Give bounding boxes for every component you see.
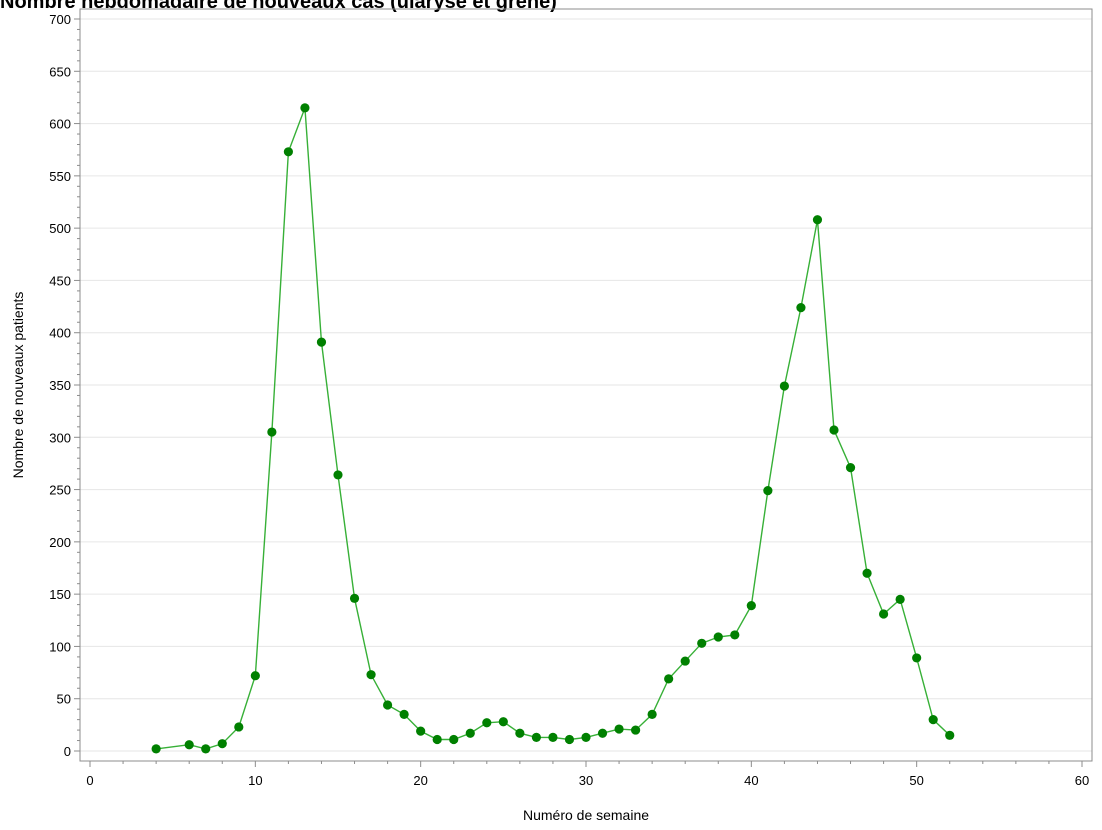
x-axis-label: Numéro de semaine [523, 807, 649, 823]
data-point [879, 609, 889, 619]
data-point [217, 739, 227, 749]
data-point [614, 724, 624, 734]
data-point [730, 630, 740, 640]
data-point [482, 718, 492, 728]
data-point [349, 593, 360, 603]
data-point [564, 734, 575, 745]
data-point [234, 722, 244, 732]
y-tick-label: 300 [49, 430, 71, 445]
data-point [383, 700, 393, 710]
data-point [366, 670, 376, 680]
y-axis-label: Nombre de nouveaux patients [10, 292, 26, 479]
y-tick-label: 550 [49, 169, 71, 184]
data-point [399, 709, 409, 720]
x-tick-label: 40 [744, 773, 758, 788]
data-point [928, 715, 938, 725]
y-tick-label: 150 [49, 587, 71, 602]
data-point [779, 381, 790, 391]
y-tick-label: 400 [49, 326, 71, 341]
data-point [796, 303, 806, 313]
data-point [515, 728, 525, 738]
y-tick-label: 50 [57, 692, 71, 707]
y-tick-label: 200 [49, 535, 71, 550]
x-tick-label: 50 [909, 773, 923, 788]
data-point [713, 632, 723, 642]
y-tick-label: 450 [49, 273, 71, 288]
data-point [316, 337, 327, 347]
data-point [250, 671, 260, 681]
data-point [647, 709, 657, 720]
data-point [746, 601, 756, 611]
data-point [432, 734, 442, 745]
data-point [697, 638, 707, 648]
y-tick-label: 250 [49, 483, 71, 498]
data-point [763, 486, 773, 496]
x-tick-label: 20 [413, 773, 427, 788]
data-point [912, 653, 922, 663]
y-tick-label: 350 [49, 378, 71, 393]
data-point [597, 728, 608, 738]
data-point [845, 463, 856, 473]
data-point [465, 728, 475, 738]
data-point [449, 734, 459, 745]
y-tick-label: 0 [64, 744, 71, 759]
y-axis: 0 50 100 150 200 250 300 350 400 450 500 550 600 650 7… [49, 12, 80, 759]
data-point [531, 732, 542, 743]
y-tick-label: 100 [49, 639, 71, 654]
x-axis: 0 10 20 30 40 50 60 [86, 761, 1089, 788]
data-point [812, 215, 823, 225]
data-point [631, 725, 641, 735]
y-tick-label: 600 [49, 117, 71, 132]
series-layer [151, 103, 955, 754]
x-tick-label: 60 [1075, 773, 1089, 788]
data-point [680, 656, 690, 666]
y-tick-label: 650 [49, 64, 71, 79]
y-tick-label: 700 [49, 12, 71, 27]
data-point [581, 732, 591, 743]
data-point [498, 717, 508, 727]
data-point [895, 594, 905, 604]
x-tick-label: 10 [248, 773, 262, 788]
data-point [300, 103, 310, 113]
grid-lines [80, 18, 1092, 752]
data-point [829, 425, 839, 435]
data-point [201, 744, 211, 754]
data-point [548, 732, 558, 743]
data-point [416, 726, 426, 736]
data-point [664, 674, 674, 684]
series-line [156, 107, 951, 750]
data-point [283, 147, 293, 157]
data-point [333, 470, 343, 480]
data-point [151, 744, 161, 754]
data-point [945, 730, 955, 740]
data-point [267, 427, 277, 437]
x-tick-label: 30 [579, 773, 593, 788]
chart-title: Nombre hebdomadaire de nouveaux cas (ula… [0, 0, 557, 13]
x-tick-label: 0 [86, 773, 93, 788]
y-tick-label: 500 [49, 221, 71, 236]
data-point [184, 740, 194, 750]
data-point [862, 568, 872, 578]
